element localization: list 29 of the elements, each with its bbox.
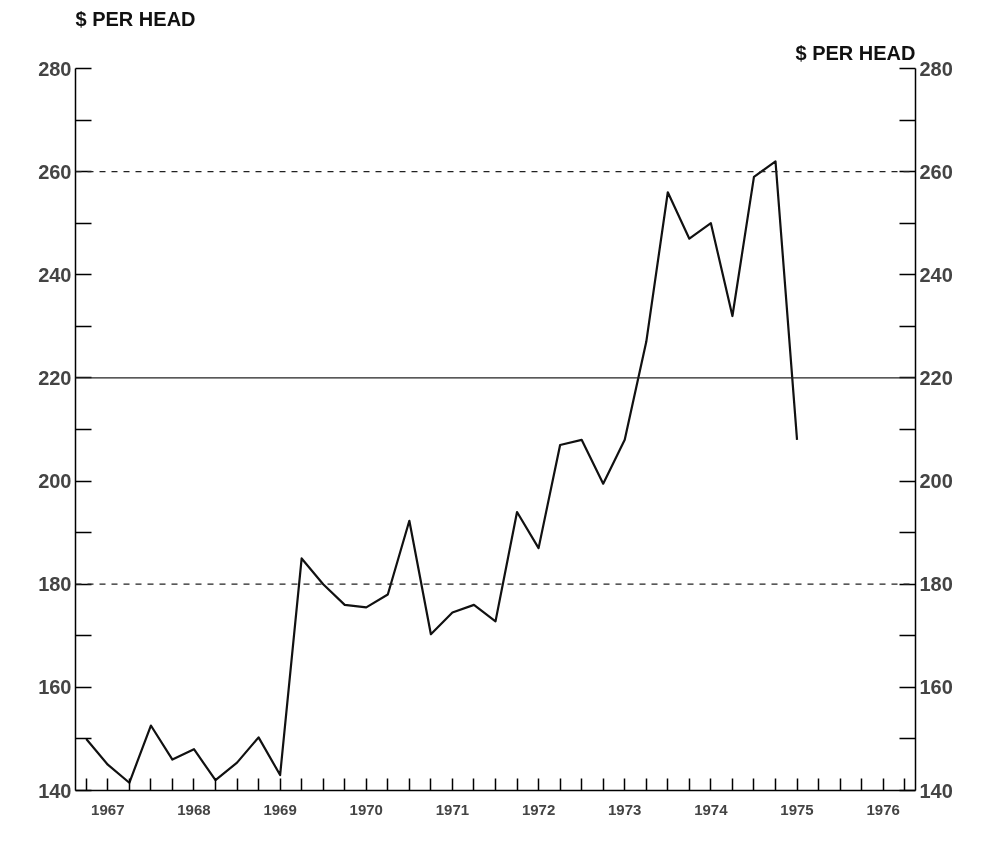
y2-tick-label: 280	[919, 57, 953, 80]
x-tick-label: 1971	[435, 800, 470, 818]
y2-tick-label: 200	[919, 470, 953, 493]
y2-tick-label: 220	[919, 366, 953, 389]
x-tick-label: 1969	[263, 800, 297, 818]
y2-tick-label: 240	[919, 263, 953, 286]
y2-tick-label: 260	[919, 160, 953, 183]
y2-axis-title: $ PER HEAD	[795, 41, 916, 64]
x-tick-label: 1974	[694, 800, 729, 818]
y-tick-label: 160	[38, 676, 72, 699]
x-tick-label: 1967	[91, 800, 125, 818]
x-tick-label: 1976	[866, 800, 900, 818]
x-tick-label: 1973	[608, 800, 642, 818]
x-tick-label: 1970	[349, 800, 383, 818]
x-tick-label: 1968	[177, 800, 211, 818]
y-tick-label: 220	[38, 366, 72, 389]
y-tick-label: 140	[38, 779, 72, 802]
y-axis-title: $ PER HEAD	[75, 7, 196, 30]
line-series	[85, 160, 799, 784]
x-tick-label: 1972	[521, 800, 556, 818]
y-tick-label: 280	[38, 57, 72, 80]
y-tick-label: 240	[38, 263, 72, 286]
y-tick-label: 200	[38, 470, 72, 493]
y2-tick-label: 140	[919, 779, 953, 802]
y2-tick-label: 160	[919, 676, 953, 699]
y-tick-label: 180	[38, 573, 72, 596]
y-tick-label: 260	[38, 160, 72, 183]
x-tick-label: 1975	[780, 800, 814, 818]
y2-tick-label: 180	[919, 573, 953, 596]
